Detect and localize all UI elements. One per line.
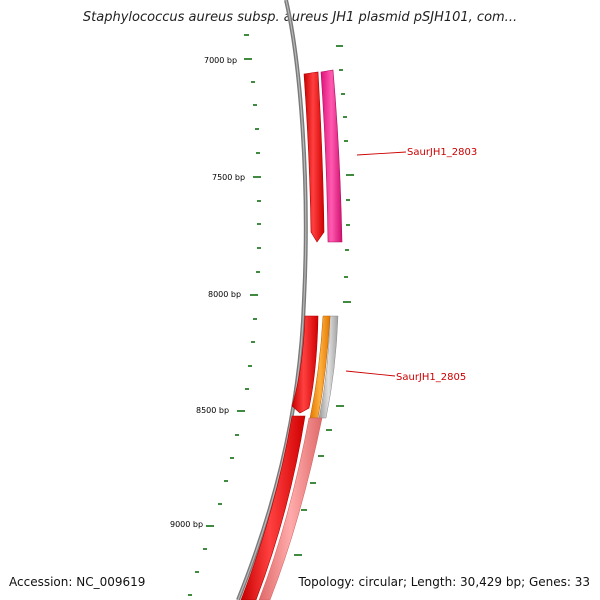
feature-cds-saurjh1-2803 — [320, 69, 343, 243]
tick-label-8000: 8000 bp — [208, 290, 241, 299]
topology-summary-text: Topology: circular; Length: 30,429 bp; G… — [298, 575, 590, 589]
label-leader-saurjh1-2805 — [345, 370, 396, 377]
feature-grey-band — [318, 315, 339, 419]
gene-label-saurjh1-2803[interactable]: SaurJH1_2803 — [407, 147, 477, 158]
tick-label-8500: 8500 bp — [196, 406, 229, 415]
label-leader-saurjh1-2803 — [356, 151, 407, 156]
accession-text: Accession: NC_009619 — [9, 575, 146, 589]
tick-ring — [188, 34, 261, 596]
tick-label-7500: 7500 bp — [212, 173, 245, 182]
backbone-highlight — [237, 0, 307, 600]
feature-cds-red-lower — [240, 415, 306, 600]
map-title: Staphylococcus aureus subsp. aureus JH1 … — [82, 10, 518, 25]
tick-label-9000: 9000 bp — [170, 520, 203, 529]
feature-cds-red-upper — [303, 71, 325, 243]
tick-label-7000: 7000 bp — [204, 56, 237, 65]
feature-salmon-band — [258, 417, 323, 600]
outer-tick-ring — [294, 45, 354, 556]
feature-cds-red-middle — [291, 315, 319, 414]
gene-label-saurjh1-2805[interactable]: SaurJH1_2805 — [396, 372, 466, 383]
